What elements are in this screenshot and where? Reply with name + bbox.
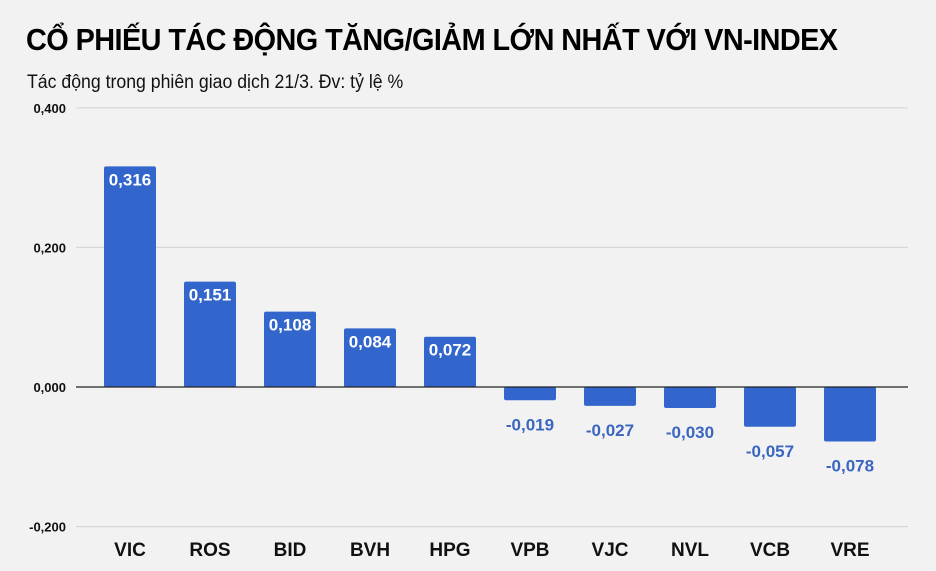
y-tick-label: 0,200 (33, 240, 66, 255)
value-label: -0,019 (506, 415, 554, 434)
x-tick-label: VCB (750, 540, 790, 561)
y-tick-label: -0,200 (29, 520, 66, 535)
bars (104, 166, 876, 442)
x-tick-label: BVH (350, 540, 390, 561)
x-tick-label: VJC (592, 540, 629, 561)
bar-hpg (424, 336, 476, 387)
chart-title: CỔ PHIẾU TÁC ĐỘNG TĂNG/GIẢM LỚN NHẤT VỚI… (26, 22, 838, 57)
value-label: 0,316 (109, 170, 152, 189)
y-axis: 0,400 0,200 0,000 -0,200 (29, 101, 66, 535)
value-label: -0,078 (826, 456, 874, 475)
value-label: -0,057 (746, 442, 794, 461)
x-tick-label: HPG (429, 540, 470, 561)
chart-subtitle: Tác động trong phiên giao dịch 21/3. Đv:… (27, 72, 404, 93)
y-tick-label: 0,400 (33, 101, 66, 116)
bar-vic (104, 166, 156, 387)
x-tick-label: NVL (671, 540, 709, 561)
bar-bid (264, 311, 316, 387)
x-tick-label: VRE (830, 540, 869, 561)
bar-vjc (584, 387, 636, 406)
value-label: 0,151 (189, 286, 232, 305)
x-tick-label: VPB (510, 540, 549, 561)
bar-vcb (744, 387, 796, 427)
bar-nvl (664, 387, 716, 408)
value-label: 0,108 (269, 316, 312, 335)
x-tick-label: ROS (189, 540, 230, 561)
value-label: 0,072 (429, 341, 472, 360)
x-tick-label: VIC (114, 540, 146, 561)
bar-ros (184, 281, 236, 387)
gridlines (76, 107, 908, 528)
y-tick-label: 0,000 (33, 380, 66, 395)
x-tick-label: BID (274, 540, 307, 561)
value-label: -0,027 (586, 421, 634, 440)
bar-vre (824, 387, 876, 442)
value-label: 0,084 (349, 332, 392, 351)
bar-bvh (344, 328, 396, 387)
value-label: -0,030 (666, 423, 714, 442)
value-labels: 0,316 0,151 0,108 0,084 0,072 -0,019 -0,027 -0,… (109, 170, 874, 475)
x-axis: VIC ROS BID BVH HPG VPB VJC NVL VCB VRE (114, 540, 869, 561)
bar-vpb (504, 387, 556, 401)
